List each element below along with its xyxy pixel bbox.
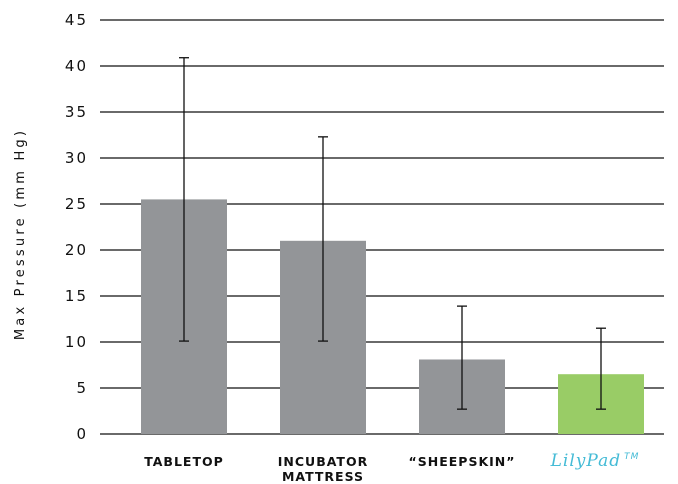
y-tick-label: 10 xyxy=(65,333,88,351)
y-tick-label: 25 xyxy=(65,195,88,213)
y-tick-labels: 0 5 10 15 20 25 30 35 40 45 xyxy=(65,11,88,443)
y-tick-label: 15 xyxy=(65,287,88,305)
y-tick-label: 45 xyxy=(65,11,88,29)
category-label-brand: LilyPad TM xyxy=(550,451,640,471)
category-label: INCUBATOR xyxy=(278,454,368,469)
category-label: MATTRESS xyxy=(282,469,364,484)
y-tick-label: 35 xyxy=(65,103,88,121)
y-tick-label: 30 xyxy=(65,149,88,167)
category-label: TABLETOP xyxy=(144,454,224,469)
error-bars xyxy=(179,57,606,410)
error-bar-0 xyxy=(179,57,189,342)
y-tick-label: 0 xyxy=(76,425,88,443)
error-bar-1 xyxy=(318,136,328,342)
y-axis-label: Max Pressure (mm Hg) xyxy=(13,128,28,340)
trademark-mark: TM xyxy=(624,452,639,462)
y-tick-label: 20 xyxy=(65,241,88,259)
error-bar-3 xyxy=(596,327,606,410)
y-tick-label: 40 xyxy=(65,57,88,75)
bars xyxy=(141,199,644,434)
category-label: “SHEEPSKIN” xyxy=(409,454,516,469)
y-tick-label: 5 xyxy=(76,379,88,397)
error-bar-2 xyxy=(457,305,467,410)
